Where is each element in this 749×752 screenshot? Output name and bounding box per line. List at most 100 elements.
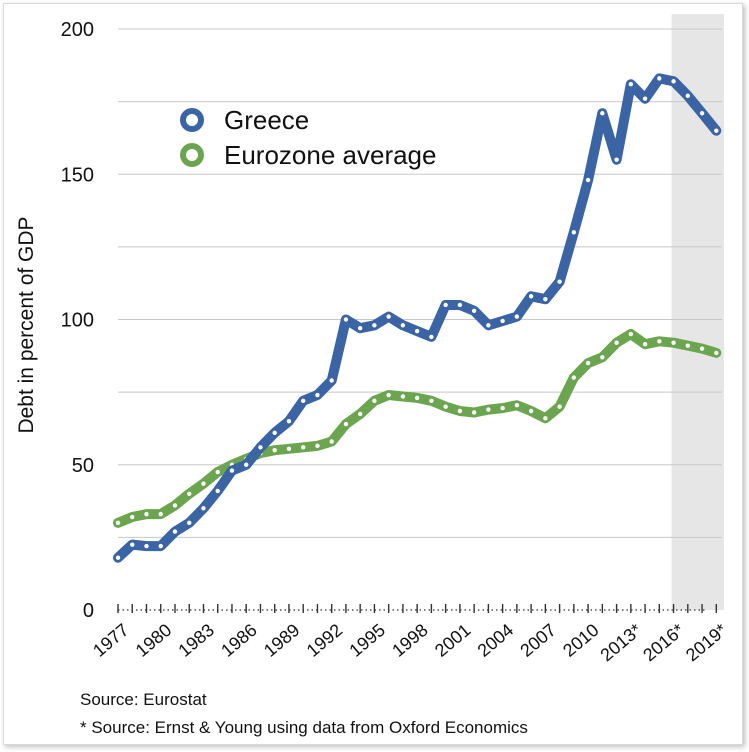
data-point: [557, 404, 562, 409]
data-point: [628, 81, 634, 87]
data-point: [699, 346, 705, 351]
x-tick-label: 1983: [175, 620, 219, 661]
data-point: [685, 343, 691, 348]
data-point: [443, 302, 448, 308]
data-point: [229, 468, 235, 473]
x-tick-label: 1980: [132, 620, 176, 661]
data-point: [557, 279, 562, 284]
x-tick-label: 1986: [217, 620, 261, 661]
y-tick-label: 200: [61, 19, 94, 41]
data-point: [614, 157, 619, 162]
data-point: [585, 360, 591, 366]
data-point: [144, 511, 149, 517]
data-point: [286, 418, 292, 424]
data-point: [471, 308, 477, 313]
data-point: [585, 177, 591, 183]
data-point: [600, 111, 605, 116]
data-point: [443, 404, 448, 409]
x-tick-label: 2013*: [596, 620, 645, 666]
data-point: [457, 302, 463, 308]
source-note-footnote: * Source: Ernst & Young using data from …: [80, 718, 528, 737]
data-point: [215, 488, 220, 494]
data-point: [500, 405, 505, 411]
data-point: [272, 448, 277, 453]
x-tick-label: 2016*: [639, 620, 688, 666]
data-point: [414, 395, 420, 401]
data-point: [187, 491, 192, 496]
legend-label: Greece: [224, 105, 309, 135]
data-point: [130, 514, 135, 520]
data-point: [158, 543, 163, 549]
data-point: [258, 445, 263, 450]
data-point: [429, 398, 434, 404]
data-point: [614, 340, 619, 345]
data-point: [215, 469, 220, 475]
data-point: [386, 314, 391, 319]
data-point: [471, 410, 477, 415]
x-tick-label: 2019*: [682, 620, 731, 666]
legend-label: Eurozone average: [224, 140, 436, 170]
data-point: [500, 318, 505, 324]
data-point: [315, 392, 320, 398]
y-tick-label: 50: [72, 455, 94, 477]
data-point: [671, 79, 676, 84]
data-point: [144, 543, 149, 549]
data-point: [329, 439, 334, 444]
data-point: [372, 398, 377, 404]
data-point: [528, 294, 534, 299]
x-tick-label: 2004: [474, 620, 518, 661]
data-point: [187, 520, 192, 526]
data-point: [543, 296, 548, 302]
data-point: [400, 323, 406, 328]
x-tick-label: 1998: [388, 620, 432, 661]
data-point: [543, 416, 548, 421]
x-tick-label: 1977: [89, 620, 133, 661]
y-axis-label: Debt in percent of GDP: [15, 216, 38, 433]
legend-marker: [180, 143, 204, 167]
y-tick-label: 0: [83, 600, 94, 622]
y-tick-label: 150: [61, 164, 94, 186]
data-point: [671, 340, 676, 345]
data-point: [429, 334, 434, 340]
data-point: [642, 96, 648, 101]
data-point: [272, 430, 277, 435]
data-point: [486, 407, 491, 412]
data-point: [201, 481, 206, 486]
legend-marker: [180, 108, 204, 132]
data-point: [642, 341, 648, 347]
data-point: [357, 411, 363, 417]
data-point: [300, 445, 306, 450]
data-point: [172, 529, 178, 534]
data-point: [158, 511, 163, 517]
x-tick-label: 1992: [303, 620, 347, 661]
data-point: [571, 230, 577, 235]
data-point: [130, 542, 135, 547]
data-point: [329, 378, 334, 383]
data-point: [714, 350, 719, 356]
data-point: [628, 331, 634, 337]
data-point: [600, 355, 605, 360]
data-point: [300, 398, 306, 404]
x-tick-label: 2001: [431, 620, 475, 661]
data-point: [486, 323, 491, 328]
data-point: [115, 555, 121, 560]
x-tick-label: 1989: [260, 620, 304, 661]
data-point: [528, 408, 534, 414]
data-point: [372, 323, 377, 328]
data-point: [286, 446, 292, 451]
data-point: [343, 421, 349, 427]
x-tick-label: 2010: [559, 620, 603, 661]
data-point: [714, 128, 719, 133]
data-point: [571, 375, 577, 380]
data-point: [514, 402, 520, 408]
source-note: Source: Eurostat: [80, 690, 207, 709]
data-point: [514, 314, 520, 319]
data-point: [343, 317, 349, 322]
data-point: [315, 443, 320, 449]
data-point: [386, 392, 391, 398]
x-tick-label: 2007: [516, 620, 560, 661]
data-point: [685, 93, 691, 99]
data-point: [400, 394, 406, 399]
data-point: [457, 408, 463, 414]
data-point: [414, 328, 420, 334]
